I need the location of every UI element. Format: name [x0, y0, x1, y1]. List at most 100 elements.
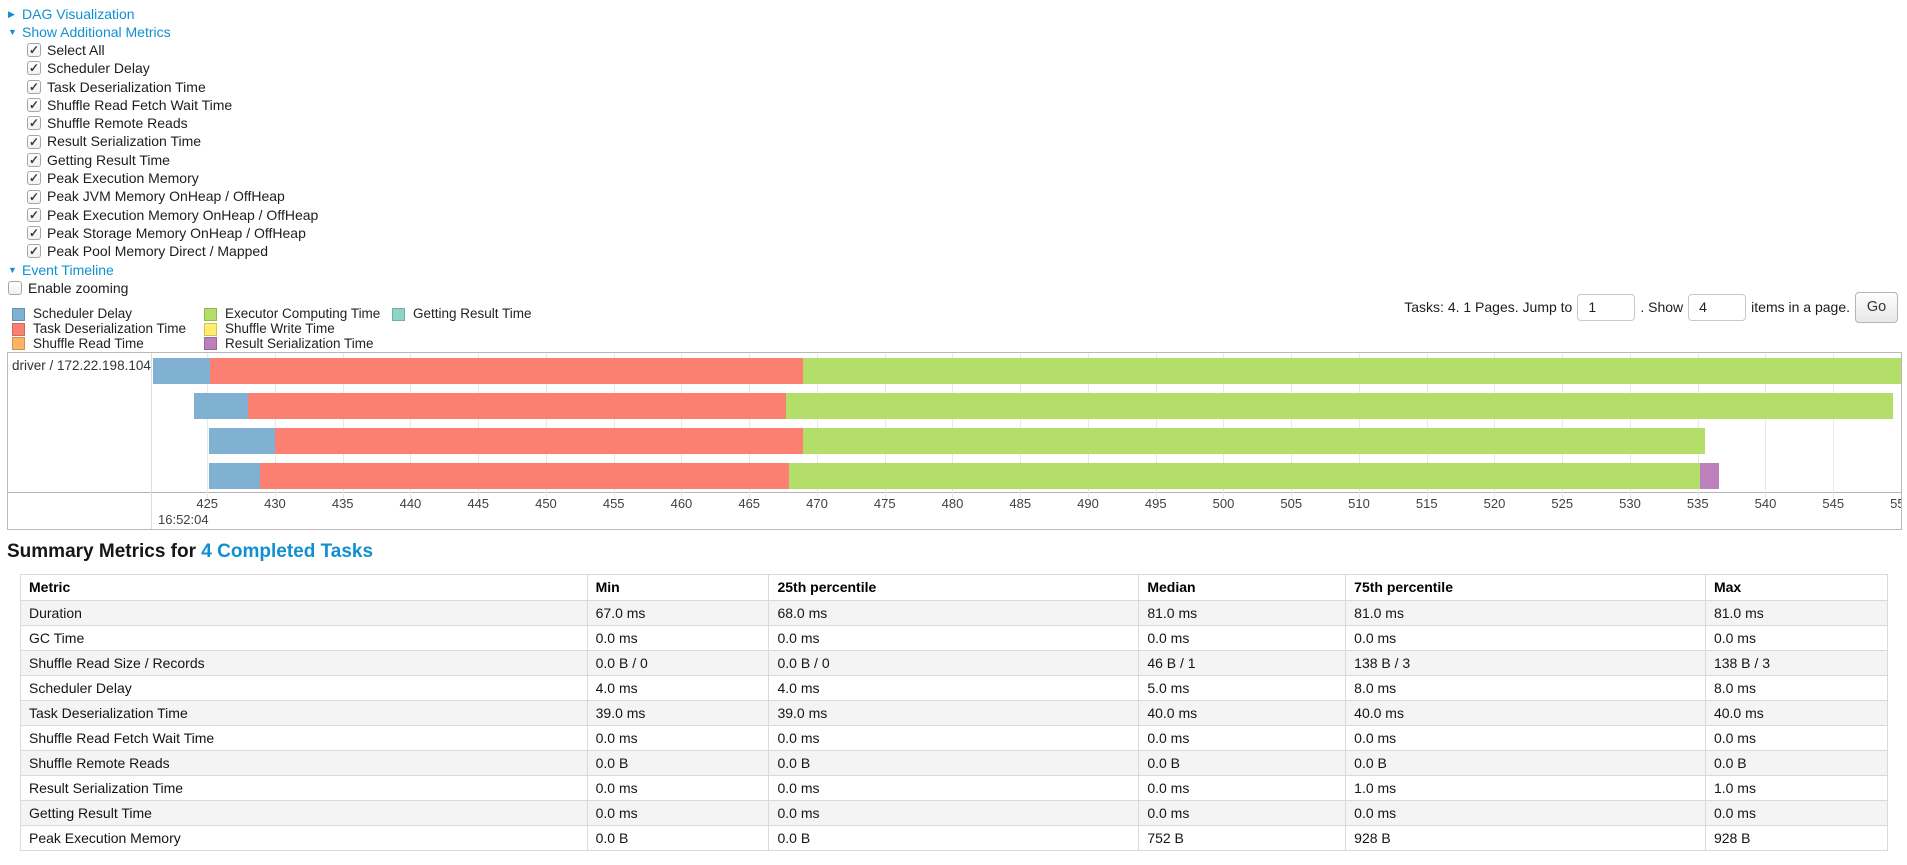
- summary-metric-value: 0.0 B: [586, 750, 770, 776]
- summary-metric-value: 1.0 ms: [1345, 775, 1706, 801]
- go-button[interactable]: Go: [1855, 291, 1898, 323]
- metric-checkbox-row[interactable]: Shuffle Remote Reads: [8, 114, 318, 133]
- summary-metric-value: 0.0 ms: [1138, 725, 1347, 751]
- checkbox-checked-icon[interactable]: [27, 114, 41, 133]
- dag-visualization-toggle[interactable]: ▶ DAG Visualization: [8, 5, 318, 23]
- metric-checkbox-row[interactable]: Peak Execution Memory OnHeap / OffHeap: [8, 206, 318, 224]
- metric-checkbox-row[interactable]: Peak Execution Memory: [8, 169, 318, 188]
- timeline-gridline: [1901, 353, 1902, 498]
- checkbox-checked-icon[interactable]: [27, 78, 41, 96]
- metric-checkbox-label[interactable]: Task Deserialization Time: [47, 78, 206, 95]
- timeline-segment-scheduler-delay[interactable]: [193, 393, 248, 419]
- timeline-tick-label: 460: [670, 496, 693, 511]
- metric-checkbox-label[interactable]: Getting Result Time: [47, 151, 170, 168]
- timeline-segment-executor-computing-time[interactable]: [803, 428, 1705, 454]
- timeline-legend: Scheduler Delay Task Deserialization Time…: [12, 306, 612, 353]
- metric-checkbox-row[interactable]: Peak Pool Memory Direct / Mapped: [8, 242, 318, 261]
- show-additional-metrics-toggle[interactable]: ▼ Show Additional Metrics: [8, 23, 318, 41]
- enable-zooming-row[interactable]: Enable zooming: [8, 279, 318, 297]
- metric-checkbox-label[interactable]: Peak Storage Memory OnHeap / OffHeap: [47, 224, 306, 241]
- timeline-segment-task-deserialization-time[interactable]: [274, 428, 804, 454]
- event-timeline-toggle[interactable]: ▼ Event Timeline: [8, 261, 318, 279]
- summary-metric-name: Shuffle Read Fetch Wait Time: [20, 725, 588, 751]
- checkbox-checked-icon[interactable]: [27, 224, 41, 242]
- checkbox-checked-icon[interactable]: [27, 151, 41, 169]
- summary-metric-value: 0.0 ms: [1345, 800, 1706, 826]
- timeline-gridline: [1223, 353, 1225, 498]
- timeline-segment-executor-computing-time[interactable]: [788, 463, 1701, 489]
- pagination-show-text: . Show: [1640, 299, 1684, 315]
- summary-column-header: Median: [1138, 574, 1347, 601]
- jump-to-page-input[interactable]: [1577, 293, 1636, 321]
- metric-checkbox-label[interactable]: Peak Execution Memory: [47, 170, 199, 187]
- metric-checkbox-label[interactable]: Peak Pool Memory Direct / Mapped: [47, 243, 268, 260]
- timeline-segment-scheduler-delay[interactable]: [208, 463, 261, 489]
- timeline-tick-label: 535: [1686, 496, 1709, 511]
- metric-checkbox-row[interactable]: Result Serialization Time: [8, 132, 318, 151]
- metric-checkbox-label[interactable]: Result Serialization Time: [47, 133, 202, 150]
- timeline-tick-label: 435: [331, 496, 354, 511]
- summary-metric-value: 67.0 ms: [586, 600, 770, 626]
- legend-swatch-icon: [12, 337, 25, 351]
- summary-metric-name: Duration: [20, 600, 588, 626]
- timeline-gridline: [545, 353, 547, 498]
- timeline-gridline: [274, 353, 276, 498]
- timeline-gridline: [952, 353, 954, 498]
- checkbox-checked-icon[interactable]: [27, 59, 41, 78]
- timeline-segment-task-deserialization-time[interactable]: [260, 463, 789, 489]
- checkbox-checked-icon[interactable]: [27, 206, 41, 224]
- timeline-segment-scheduler-delay[interactable]: [208, 428, 275, 454]
- metric-checkbox-row[interactable]: Peak JVM Memory OnHeap / OffHeap: [8, 187, 318, 206]
- metric-checkbox-row[interactable]: Getting Result Time: [8, 151, 318, 169]
- metric-checkbox-label[interactable]: Scheduler Delay: [47, 60, 150, 77]
- checkbox-checked-icon[interactable]: [27, 188, 41, 206]
- summary-metric-value: 752 B: [1138, 825, 1347, 851]
- metric-checkbox-row[interactable]: Task Deserialization Time: [8, 78, 318, 96]
- checkbox-checked-icon[interactable]: [27, 169, 41, 188]
- metric-checkbox-row[interactable]: Shuffle Read Fetch Wait Time: [8, 96, 318, 114]
- summary-column-header: 75th percentile: [1345, 574, 1706, 601]
- show-additional-metrics-link[interactable]: Show Additional Metrics: [22, 24, 171, 40]
- items-per-page-input[interactable]: [1688, 293, 1747, 321]
- completed-tasks-link[interactable]: 4 Completed Tasks: [201, 541, 374, 562]
- timeline-segment-task-deserialization-time[interactable]: [209, 358, 804, 384]
- metric-checkbox-label[interactable]: Peak Execution Memory OnHeap / OffHeap: [47, 206, 319, 223]
- metric-checkbox-label[interactable]: Shuffle Read Fetch Wait Time: [47, 96, 233, 113]
- timeline-segment-executor-computing-time[interactable]: [785, 393, 1893, 419]
- event-timeline-chart: driver / 172.22.198.104 425 430 435 440 445 4…: [7, 352, 1902, 530]
- summary-column-header: 25th percentile: [768, 574, 1140, 601]
- timeline-tick-label: 545: [1822, 496, 1845, 511]
- checkbox-checked-icon[interactable]: [27, 96, 41, 114]
- summary-metric-name: Peak Execution Memory: [20, 825, 588, 851]
- timeline-task-row: [153, 428, 1901, 454]
- timeline-tick-label: 520: [1483, 496, 1506, 511]
- checkbox-checked-icon[interactable]: [27, 242, 41, 261]
- summary-table: Metric Min 25th percentile Median 75th perce…: [20, 574, 1889, 851]
- legend-column: Scheduler Delay Task Deserialization Time…: [12, 306, 186, 351]
- metric-checkbox-label[interactable]: Shuffle Remote Reads: [47, 115, 188, 132]
- metric-checkbox-row[interactable]: Select All: [8, 41, 318, 59]
- legend-item: Executor Computing Time: [204, 306, 380, 322]
- summary-column-header: Max: [1704, 574, 1889, 601]
- stage-page-controls: ▶ DAG Visualization ▼ Show Additional Me…: [8, 5, 318, 297]
- summary-metric-value: 0.0 ms: [1704, 800, 1889, 826]
- timeline-segment-executor-computing-time[interactable]: [803, 358, 1901, 384]
- timeline-gridline: [1358, 353, 1360, 498]
- metric-checkbox-label[interactable]: Select All: [47, 42, 105, 58]
- metric-checkbox-row[interactable]: Scheduler Delay: [8, 59, 318, 78]
- timeline-segment-scheduler-delay[interactable]: [153, 358, 210, 384]
- event-timeline-link[interactable]: Event Timeline: [22, 261, 114, 278]
- checkbox-unchecked-icon[interactable]: [8, 280, 22, 295]
- dag-visualization-link[interactable]: DAG Visualization: [22, 6, 135, 22]
- checkbox-checked-icon[interactable]: [27, 133, 41, 151]
- summary-table-row: Duration 67.0 ms 68.0 ms 81.0 ms 81.0 ms 81.0…: [20, 600, 1889, 626]
- checkbox-checked-icon[interactable]: [27, 41, 41, 59]
- timeline-gridline: [1833, 353, 1835, 498]
- summary-metric-value: 0.0 ms: [586, 775, 770, 801]
- metric-checkbox-row[interactable]: Peak Storage Memory OnHeap / OffHeap: [8, 224, 318, 242]
- timeline-segment-task-deserialization-time[interactable]: [247, 393, 786, 419]
- enable-zooming-label[interactable]: Enable zooming: [28, 279, 129, 296]
- timeline-segment-result-serialization-time[interactable]: [1700, 463, 1720, 489]
- timeline-gridline: [1765, 353, 1767, 498]
- metric-checkbox-label[interactable]: Peak JVM Memory OnHeap / OffHeap: [47, 188, 285, 205]
